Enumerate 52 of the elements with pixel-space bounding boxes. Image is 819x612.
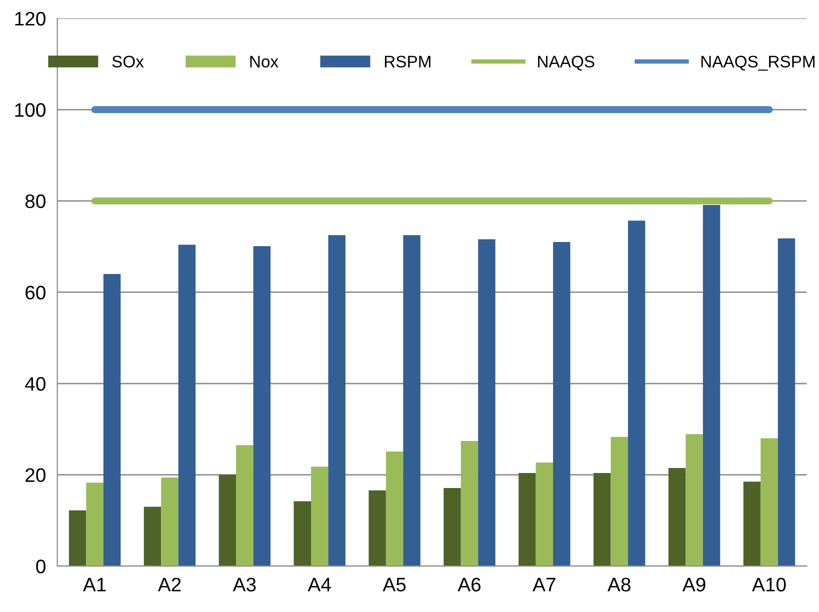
bar <box>518 472 536 566</box>
bar <box>218 474 236 566</box>
y-tick-label: 100 <box>15 103 46 117</box>
y-tick-label: 60 <box>26 286 46 300</box>
bar <box>178 244 196 566</box>
bar <box>328 235 346 566</box>
x-tick-label: A6 <box>458 578 481 592</box>
legend-label: NAAQS <box>538 56 594 70</box>
bar <box>536 462 554 566</box>
x-tick-label: A9 <box>682 578 706 592</box>
bar <box>253 246 271 566</box>
bar <box>236 445 254 566</box>
bar <box>702 205 720 566</box>
bar <box>460 441 478 566</box>
y-tick-label: 120 <box>15 12 46 26</box>
bar <box>610 436 628 566</box>
bar <box>368 490 386 566</box>
bar <box>760 438 778 566</box>
bar <box>68 510 86 566</box>
bar <box>778 238 796 566</box>
bar <box>386 452 404 566</box>
x-tick-label: A3 <box>232 578 256 592</box>
x-tick-label: A7 <box>532 578 556 592</box>
bar <box>103 274 121 566</box>
legend-label: NAAQS_RSPM <box>701 56 814 71</box>
y-tick-label: 20 <box>26 468 46 482</box>
bar <box>478 239 496 566</box>
y-tick-label: 80 <box>25 194 46 208</box>
x-tick-label: A2 <box>158 578 181 592</box>
bar <box>594 472 611 566</box>
bar <box>294 501 311 566</box>
x-tick-label: A5 <box>382 578 406 592</box>
legend-label: Nox <box>250 56 278 68</box>
y-tick-label: 0 <box>36 560 46 574</box>
y-tick-label: 40 <box>25 376 46 391</box>
bar <box>144 506 162 566</box>
bar <box>553 242 570 566</box>
bar <box>310 466 328 566</box>
x-tick-label: A10 <box>752 578 786 592</box>
x-tick-label: A4 <box>308 578 331 592</box>
bar <box>161 478 178 566</box>
bar <box>86 482 104 566</box>
bar <box>686 434 703 566</box>
bar <box>668 468 686 566</box>
x-tick-label: A1 <box>82 578 106 592</box>
legend-label: SOx <box>112 56 144 68</box>
bar <box>628 220 646 566</box>
x-tick-label: A8 <box>608 578 630 592</box>
bar <box>403 235 420 566</box>
bar <box>444 488 461 566</box>
bar <box>743 482 761 566</box>
legend-label: RSPM <box>384 56 430 68</box>
